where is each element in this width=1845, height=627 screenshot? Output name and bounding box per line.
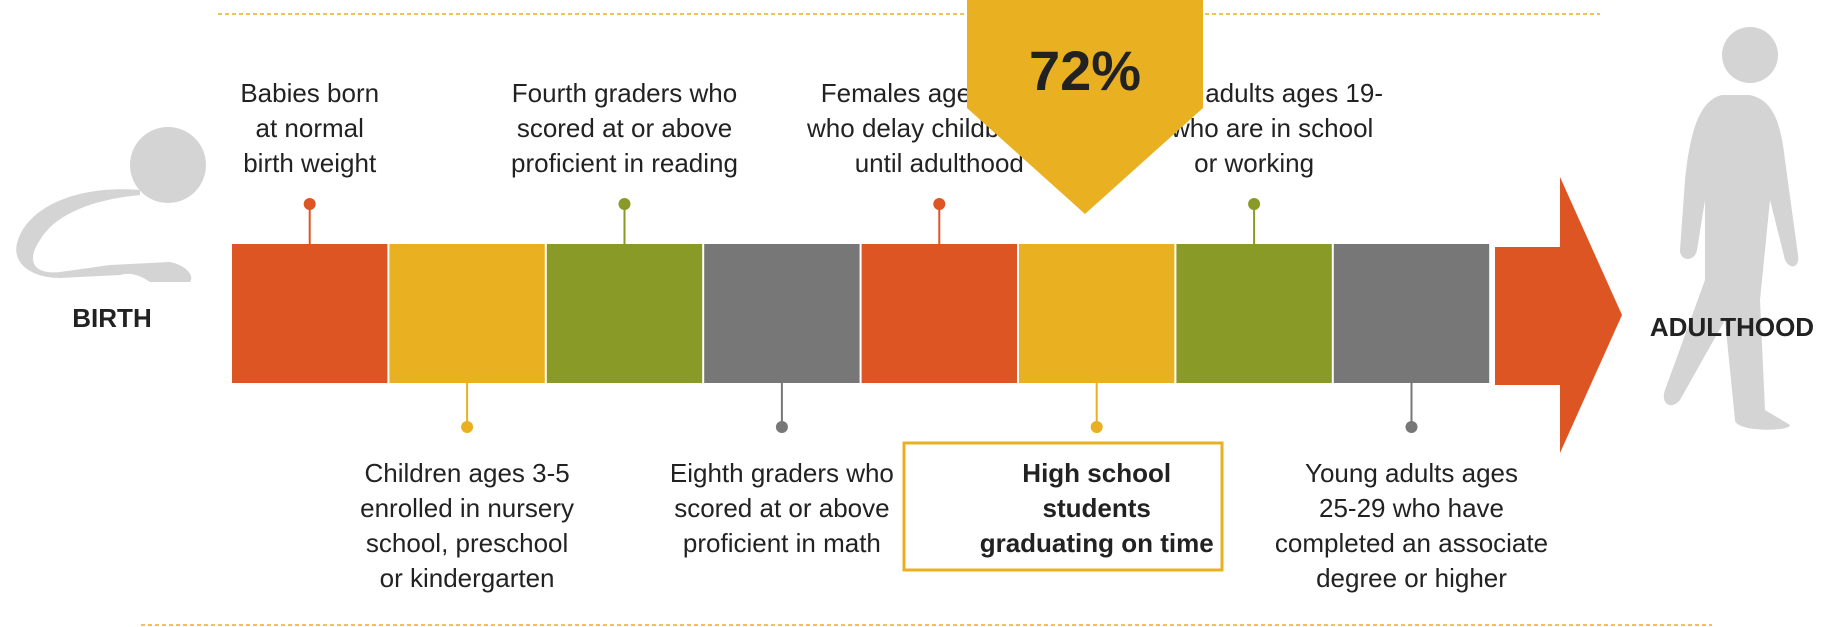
milestone-label: proficient in reading	[511, 148, 738, 178]
timeline-segment	[389, 244, 544, 383]
milestone-label: Young adults ages	[1305, 458, 1518, 488]
pin-head	[461, 421, 473, 433]
milestone-label: Babies born	[240, 78, 379, 108]
milestone-label: scored at or above	[674, 493, 889, 523]
timeline-infographic: BIRTH ADULTHOOD Babies born at normal birt…	[0, 0, 1845, 627]
milestone-label: or kindergarten	[380, 563, 555, 593]
milestone-label: scored at or above	[517, 113, 732, 143]
baby-icon	[16, 127, 206, 282]
milestone-label: or working	[1194, 148, 1314, 178]
milestone-label: 25-29 who have	[1319, 493, 1504, 523]
adult-icon	[1664, 27, 1798, 430]
milestone-label: High school	[1022, 458, 1171, 488]
start-label: BIRTH	[72, 303, 151, 333]
timeline-segment	[232, 244, 387, 383]
timeline-segment	[1176, 244, 1331, 383]
pin-head	[619, 198, 631, 210]
timeline-segment	[1019, 244, 1174, 383]
milestone-label: Children ages 3-5	[364, 458, 569, 488]
timeline-segment	[704, 244, 859, 383]
milestone-label: degree or higher	[1316, 563, 1507, 593]
milestone-label: until adulthood	[855, 148, 1024, 178]
pin-head	[304, 198, 316, 210]
pin-head	[1406, 421, 1418, 433]
milestone-label: at normal	[256, 113, 364, 143]
milestone-label: school, preschool	[366, 528, 568, 558]
callout-banner	[967, 0, 1203, 214]
milestone-label: completed an associate	[1275, 528, 1548, 558]
milestone-label: proficient in math	[683, 528, 881, 558]
milestone-label: enrolled in nursery	[360, 493, 574, 523]
callout-value: 72%	[1029, 39, 1141, 102]
timeline-segment	[547, 244, 702, 383]
milestone-label: Eighth graders who	[670, 458, 894, 488]
pin-head	[776, 421, 788, 433]
milestone-label: birth weight	[243, 148, 377, 178]
milestone-label: students	[1043, 493, 1151, 523]
arrow-head	[1560, 177, 1622, 453]
timeline-segment	[1334, 244, 1489, 383]
timeline-segment	[862, 244, 1017, 383]
end-label: ADULTHOOD	[1650, 312, 1814, 342]
milestone-label: graduating on time	[980, 528, 1214, 558]
milestone-label: Fourth graders who	[512, 78, 737, 108]
pin-head	[933, 198, 945, 210]
pin-head	[1091, 421, 1103, 433]
pin-head	[1248, 198, 1260, 210]
arrow-shaft	[1495, 247, 1561, 385]
